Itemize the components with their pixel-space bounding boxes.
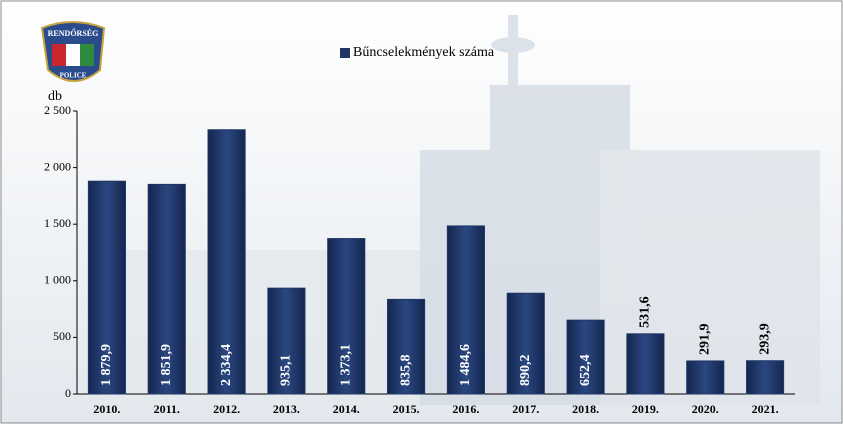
y-tick-label: 0 — [65, 386, 71, 400]
x-tick-label: 2014. — [333, 402, 360, 416]
x-tick-label: 2017. — [512, 402, 539, 416]
value-label: 890,2 — [518, 355, 533, 387]
bar — [687, 361, 724, 394]
logo-bottom-text: POLICE — [60, 72, 87, 80]
x-tick-label: 2012. — [213, 402, 240, 416]
x-tick-label: 2019. — [632, 402, 659, 416]
value-label: 1 373,1 — [338, 344, 353, 386]
bar — [747, 361, 784, 394]
value-label: 652,4 — [578, 355, 593, 387]
bar — [627, 334, 664, 394]
value-label: 531,6 — [638, 296, 653, 328]
x-tick-label: 2010. — [93, 402, 120, 416]
value-label: 835,8 — [398, 355, 413, 387]
y-tick-label: 1 500 — [44, 216, 71, 230]
y-tick-label: 500 — [53, 329, 71, 343]
y-tick-label: 2 000 — [44, 159, 71, 173]
x-tick-label: 2013. — [273, 402, 300, 416]
y-tick-label: 2 500 — [44, 103, 71, 117]
logo: RENDŐRSÉG POLICE — [42, 22, 104, 81]
legend-swatch — [340, 48, 350, 58]
x-tick-label: 2011. — [154, 402, 180, 416]
value-label: 1 484,6 — [458, 344, 473, 386]
x-tick-label: 2021. — [752, 402, 779, 416]
x-tick-label: 2018. — [572, 402, 599, 416]
x-tick-label: 2015. — [393, 402, 420, 416]
value-label: 293,9 — [757, 323, 772, 355]
value-label: 291,9 — [697, 323, 712, 355]
value-label: 1 879,9 — [99, 344, 114, 386]
x-tick-label: 2020. — [692, 402, 719, 416]
x-tick-label: 2016. — [452, 402, 479, 416]
y-tick-label: 1 000 — [44, 273, 71, 287]
logo-top-text: RENDŐRSÉG — [48, 28, 99, 38]
chart: RENDŐRSÉG POLICE db 05001 0001 5002 0002… — [0, 0, 843, 424]
value-label: 2 334,4 — [219, 344, 234, 386]
page: RENDŐRSÉG POLICE db 05001 0001 5002 0002… — [0, 0, 843, 424]
value-label: 935,1 — [279, 355, 294, 387]
legend-label: Bűncselekmények száma — [353, 45, 495, 60]
value-label: 1 851,9 — [159, 344, 174, 386]
